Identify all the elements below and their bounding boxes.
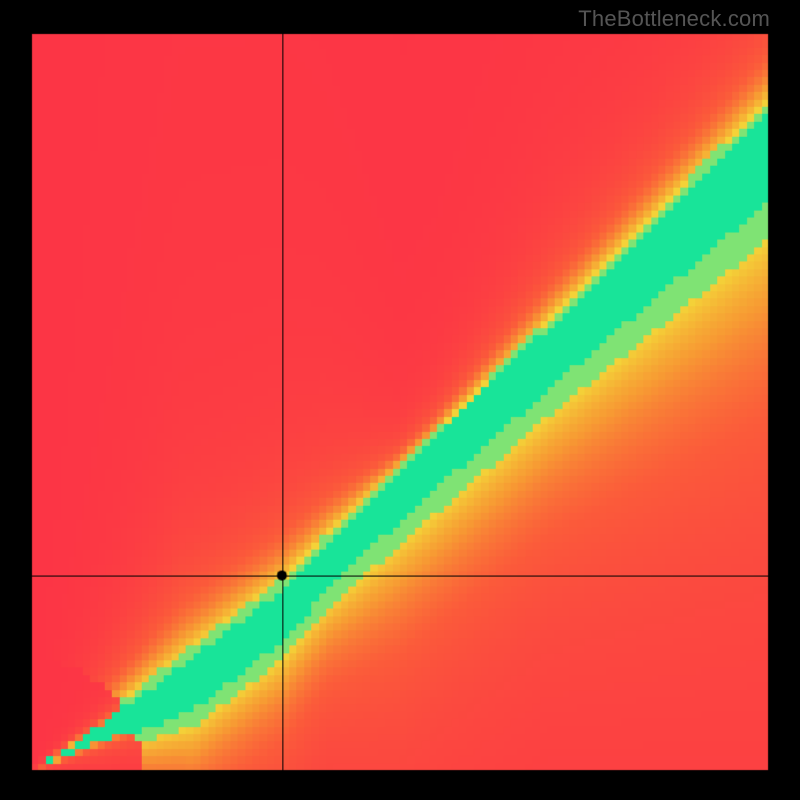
bottleneck-heatmap bbox=[31, 33, 769, 771]
watermark: TheBottleneck.com bbox=[578, 6, 770, 32]
plot-container bbox=[30, 32, 770, 772]
